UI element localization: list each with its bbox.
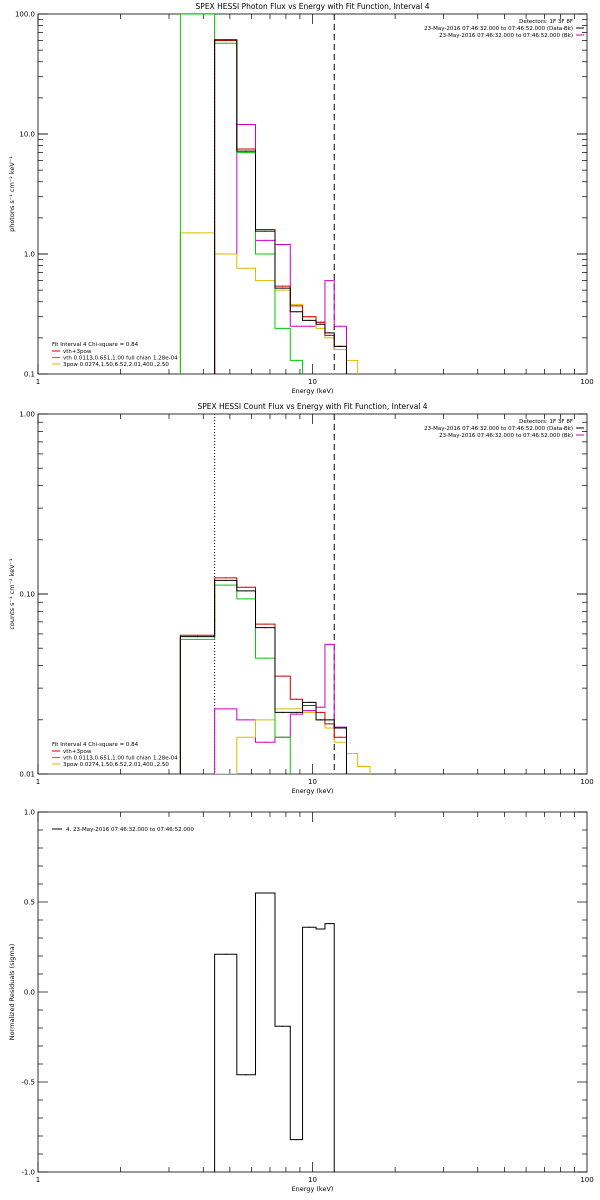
series-residuals bbox=[214, 892, 335, 1172]
legend-bottom-entry: 3pow 0.0274,1.50,6.52,2.01,400.,2.50 bbox=[63, 362, 169, 368]
fit-interval-label: Fit Interval 4 Chi-square = 0.84 bbox=[52, 342, 139, 348]
series-line-total bbox=[214, 40, 347, 374]
y-tick-label: 0.5 bbox=[24, 899, 35, 907]
y-tick-label: 0.0 bbox=[24, 989, 35, 997]
plot-frame bbox=[37, 811, 588, 1173]
legend-residual-entry: 4. 23-May-2016 07:46:32.000 to 07:46:52.… bbox=[66, 827, 194, 833]
y-tick-label: 1.00 bbox=[19, 411, 35, 419]
y-tick-label: 0.1 bbox=[24, 371, 35, 379]
plot-area bbox=[179, 577, 371, 774]
y-tick-label: 10.0 bbox=[19, 131, 35, 139]
x-tick-label: 10 bbox=[308, 378, 317, 386]
fit-interval-label: Fit Interval 4 Chi-square = 0.84 bbox=[52, 742, 139, 748]
detectors-label: Detectors: 1F 3F 8F bbox=[519, 19, 573, 25]
panel-1: 1 10 100 0.1 1.0 10.0 100.0 Energy (keV) photons… bbox=[8, 2, 594, 395]
legend-bottom-entry: 3pow 0.0274,1.50,6.52,2.01,400.,2.50 bbox=[63, 762, 169, 768]
y-axis-label: Normalized Residuals (sigma) bbox=[8, 944, 16, 1041]
series-line-data bbox=[214, 39, 347, 374]
series-bk bbox=[214, 123, 347, 374]
x-axis-label: Energy (keV) bbox=[292, 387, 334, 395]
series-total bbox=[214, 40, 347, 374]
series-vth bbox=[179, 584, 291, 774]
x-tick-label: 10 bbox=[308, 778, 317, 786]
series-line-bk bbox=[214, 643, 347, 774]
detectors-label: Detectors: 1F 3F 8F bbox=[519, 419, 573, 425]
chart-title: SPEX HESSI Photon Flux vs Energy with Fi… bbox=[196, 2, 430, 11]
legend-bottom-entry: vth+3pow bbox=[63, 749, 92, 755]
y-axis-label: photons s⁻¹ cm⁻² keV⁻¹ bbox=[8, 156, 16, 232]
series-data bbox=[214, 39, 347, 374]
x-tick-label: 1 bbox=[36, 378, 40, 386]
legend-top-entry: 23-May-2016 07:46:32.000 to 07:46:52.000… bbox=[439, 433, 573, 439]
series-vth bbox=[179, 14, 304, 374]
y-tick-label: 1.0 bbox=[24, 251, 35, 259]
y-tick-label: 0.10 bbox=[19, 591, 35, 599]
legend-top-entry: 23-May-2016 07:46:32.000 to 07:46:52.000… bbox=[439, 33, 573, 39]
y-axis-label: counts s⁻¹ cm⁻² keV⁻¹ bbox=[8, 558, 16, 630]
chart-title: SPEX HESSI Count Flux vs Energy with Fit… bbox=[197, 402, 427, 411]
y-tick-label: -0.5 bbox=[21, 1079, 35, 1087]
series-data bbox=[179, 579, 347, 774]
y-tick-label: 100.0 bbox=[15, 11, 35, 19]
x-tick-label: 1 bbox=[36, 1176, 40, 1184]
x-tick-label: 100 bbox=[580, 1176, 593, 1184]
x-tick-label: 100 bbox=[580, 778, 593, 786]
plot-area bbox=[179, 14, 359, 374]
series-total bbox=[179, 577, 347, 774]
x-tick-label: 10 bbox=[308, 1176, 317, 1184]
series-line-total bbox=[179, 577, 347, 774]
legend-bottom-entry: vth 0.0113,0.651,1.00 full chian 1.28e-0… bbox=[63, 756, 178, 762]
y-tick-label: 0.01 bbox=[19, 771, 35, 779]
legend-top-entry: 23-May-2016 07:46:32.000 to 07:46:52.000… bbox=[424, 26, 573, 32]
x-axis-label: Energy (keV) bbox=[292, 1185, 334, 1193]
series-line-bk bbox=[214, 123, 347, 374]
plot-frame bbox=[37, 413, 588, 775]
legend-top-entry: 23-May-2016 07:46:32.000 to 07:46:52.000… bbox=[424, 426, 573, 432]
panel-2: 1 10 100 0.01 0.10 1.00 Energy (keV) counts s⁻¹… bbox=[8, 402, 594, 795]
x-axis-label: Energy (keV) bbox=[292, 787, 334, 795]
y-tick-label: 1.0 bbox=[24, 809, 35, 817]
series-line-vth bbox=[179, 584, 291, 774]
series-line-pow bbox=[179, 232, 359, 374]
series-line-residuals bbox=[214, 892, 335, 1172]
legend-bottom-entry: vth+3pow bbox=[63, 349, 92, 355]
series-line-vth bbox=[179, 14, 304, 374]
x-tick-label: 1 bbox=[36, 778, 40, 786]
plot-area bbox=[214, 892, 335, 1172]
series-line-data bbox=[179, 579, 347, 774]
panel-3: 1 10 100 -1.0 -0.5 0.0 0.5 1.0 Energy (keV) Norma… bbox=[8, 809, 594, 1194]
legend-bottom-entry: vth 0.0113,0.651,1.00 full chian 1.28e-0… bbox=[63, 356, 178, 362]
x-tick-label: 100 bbox=[580, 378, 593, 386]
y-tick-label: -1.0 bbox=[21, 1169, 35, 1177]
